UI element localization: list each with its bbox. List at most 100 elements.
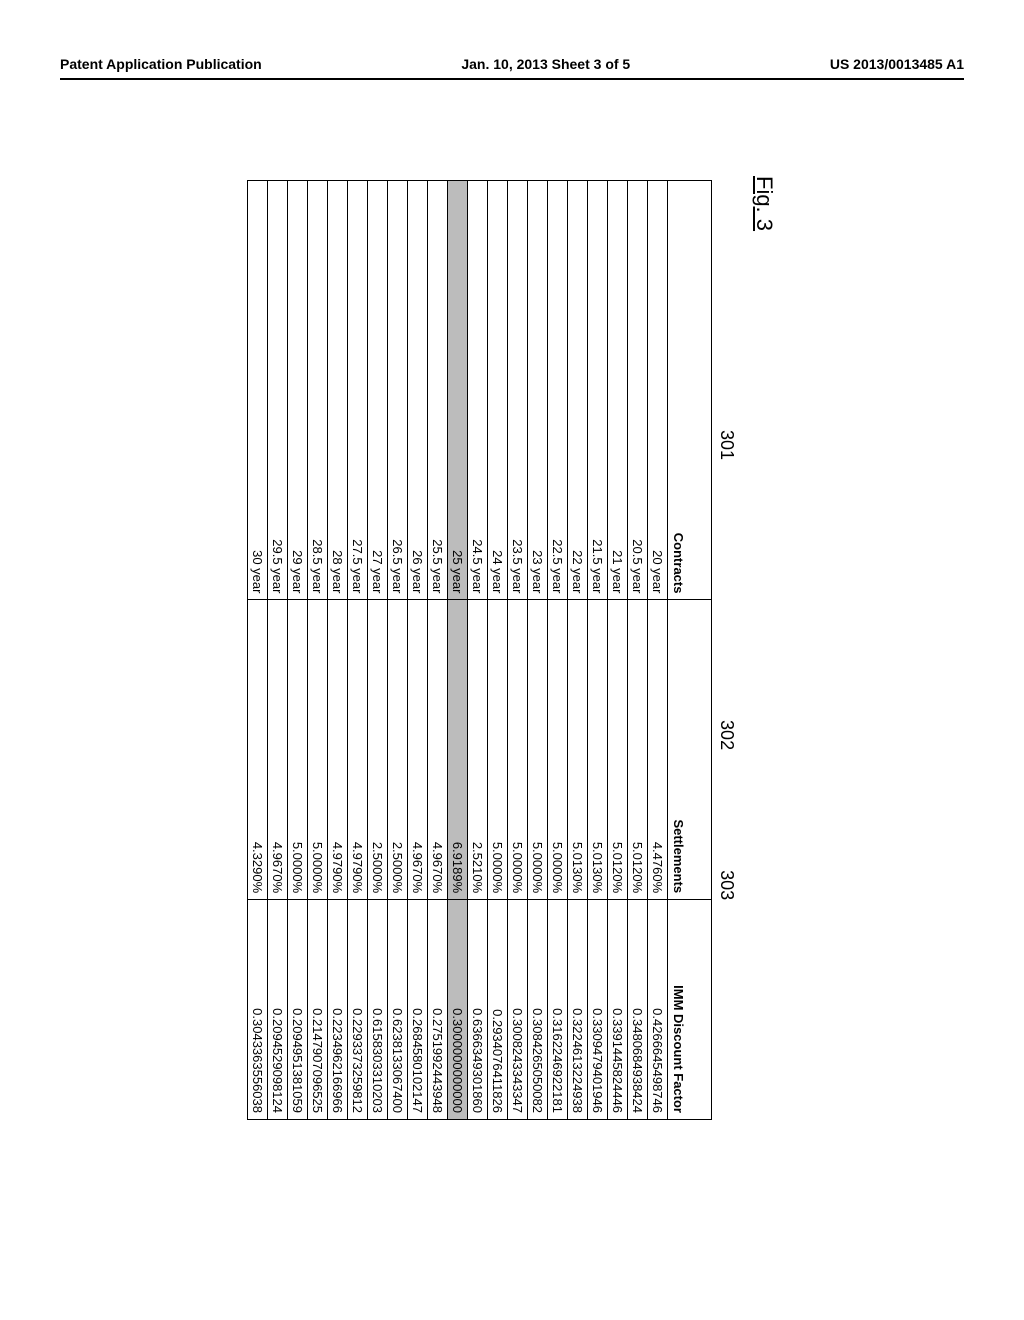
cell-imm: 0.6366349301860 <box>468 900 488 1120</box>
table-row: 27 year2.5000%0.6158303310203 <box>368 181 388 1120</box>
table-row: 21.5 year5.0130%0.3309479401946 <box>588 181 608 1120</box>
page-header: Patent Application Publication Jan. 10, … <box>0 56 1024 72</box>
table-row: 20.5 year5.0120%0.3480684938424 <box>628 181 648 1120</box>
cell-imm: 0.3008243343347 <box>508 900 528 1120</box>
cell-contracts: 23.5 year <box>508 181 528 600</box>
table-header-row: Contracts Settlements IMM Discount Facto… <box>668 181 712 1120</box>
ref-imm: 303 <box>716 870 737 900</box>
cell-imm: 0.3391445824446 <box>608 900 628 1120</box>
table-row: 28.5 year5.0000%0.2147907096525 <box>308 181 328 1120</box>
cell-settlements: 5.0130% <box>588 600 608 900</box>
cell-imm: 0.6158303310203 <box>368 900 388 1120</box>
table-row: 24 year5.0000%0.2934076411826 <box>488 181 508 1120</box>
cell-imm: 0.3000000000000 <box>448 900 468 1120</box>
ref-contracts: 301 <box>716 430 737 460</box>
cell-imm: 0.3309479401946 <box>588 900 608 1120</box>
cell-contracts: 28.5 year <box>308 181 328 600</box>
cell-imm: 0.2094951381059 <box>288 900 308 1120</box>
cell-imm: 0.3224613224938 <box>568 900 588 1120</box>
cell-imm: 0.3084265050082 <box>528 900 548 1120</box>
header-left: Patent Application Publication <box>60 56 262 72</box>
cell-contracts: 22 year <box>568 181 588 600</box>
table-row: 29.5 year4.9670%0.2094529098124 <box>268 181 288 1120</box>
table-row: 22.5 year5.0000%0.3162246922181 <box>548 181 568 1120</box>
cell-imm: 0.2234962166966 <box>328 900 348 1120</box>
cell-settlements: 4.3290% <box>248 600 268 900</box>
cell-settlements: 6.9189% <box>448 600 468 900</box>
cell-settlements: 4.9670% <box>408 600 428 900</box>
cell-settlements: 5.0000% <box>308 600 328 900</box>
cell-imm: 0.2094529098124 <box>268 900 288 1120</box>
cell-settlements: 5.0120% <box>608 600 628 900</box>
cell-imm: 0.3043363556038 <box>248 900 268 1120</box>
cell-contracts: 27.5 year <box>348 181 368 600</box>
cell-contracts: 26.5 year <box>388 181 408 600</box>
table-row: 27.5 year4.9790%0.2293373259812 <box>348 181 368 1120</box>
table-row: 25.5 year4.9670%0.2751992443948 <box>428 181 448 1120</box>
col-header-contracts: Contracts <box>668 181 712 600</box>
cell-contracts: 24.5 year <box>468 181 488 600</box>
cell-contracts: 30 year <box>248 181 268 600</box>
cell-imm: 0.2751992443948 <box>428 900 448 1120</box>
header-right: US 2013/0013485 A1 <box>830 56 964 72</box>
cell-contracts: 29.5 year <box>268 181 288 600</box>
cell-contracts: 26 year <box>408 181 428 600</box>
col-header-settlements: Settlements <box>668 600 712 900</box>
cell-contracts: 23 year <box>528 181 548 600</box>
cell-settlements: 5.0000% <box>508 600 528 900</box>
cell-settlements: 5.0000% <box>488 600 508 900</box>
table-row: 25 year6.9189%0.3000000000000 <box>448 181 468 1120</box>
cell-contracts: 28 year <box>328 181 348 600</box>
cell-settlements: 5.0130% <box>568 600 588 900</box>
cell-contracts: 22.5 year <box>548 181 568 600</box>
table-row: 26 year4.9670%0.2684580102147 <box>408 181 428 1120</box>
cell-settlements: 4.9670% <box>268 600 288 900</box>
cell-settlements: 2.5000% <box>368 600 388 900</box>
cell-contracts: 27 year <box>368 181 388 600</box>
table-row: 29 year5.0000%0.2094951381059 <box>288 181 308 1120</box>
cell-settlements: 2.5210% <box>468 600 488 900</box>
header-divider <box>60 78 964 80</box>
col-header-imm: IMM Discount Factor <box>668 900 712 1120</box>
cell-settlements: 4.9670% <box>428 600 448 900</box>
cell-imm: 0.4266645498746 <box>648 900 668 1120</box>
cell-settlements: 4.4760% <box>648 600 668 900</box>
cell-contracts: 20.5 year <box>628 181 648 600</box>
cell-imm: 0.3480684938424 <box>628 900 648 1120</box>
rotated-figure: Fig. 3 301 302 303 Contracts Settlements… <box>247 170 777 1150</box>
cell-settlements: 5.0120% <box>628 600 648 900</box>
cell-contracts: 21 year <box>608 181 628 600</box>
reference-numbers: 301 302 303 <box>716 170 737 1150</box>
cell-imm: 0.6238133067400 <box>388 900 408 1120</box>
cell-settlements: 4.9790% <box>328 600 348 900</box>
table-row: 23 year5.0000%0.3084265050082 <box>528 181 548 1120</box>
cell-imm: 0.3162246922181 <box>548 900 568 1120</box>
cell-settlements: 2.5000% <box>388 600 408 900</box>
cell-settlements: 5.0000% <box>528 600 548 900</box>
table-row: 30 year4.3290%0.3043363556038 <box>248 181 268 1120</box>
cell-imm: 0.2147907096525 <box>308 900 328 1120</box>
ref-settlements: 302 <box>716 720 737 750</box>
table-row: 22 year5.0130%0.3224613224938 <box>568 181 588 1120</box>
cell-contracts: 29 year <box>288 181 308 600</box>
cell-settlements: 5.0000% <box>548 600 568 900</box>
table-row: 20 year4.4760%0.4266645498746 <box>648 181 668 1120</box>
table-row: 26.5 year2.5000%0.6238133067400 <box>388 181 408 1120</box>
table-row: 28 year4.9790%0.2234962166966 <box>328 181 348 1120</box>
cell-contracts: 21.5 year <box>588 181 608 600</box>
cell-settlements: 4.9790% <box>348 600 368 900</box>
table-row: 21 year5.0120%0.3391445824446 <box>608 181 628 1120</box>
cell-imm: 0.2684580102147 <box>408 900 428 1120</box>
cell-imm: 0.2934076411826 <box>488 900 508 1120</box>
cell-contracts: 20 year <box>648 181 668 600</box>
cell-contracts: 24 year <box>488 181 508 600</box>
figure-label: Fig. 3 <box>751 176 777 1150</box>
header-center: Jan. 10, 2013 Sheet 3 of 5 <box>461 56 630 72</box>
cell-contracts: 25.5 year <box>428 181 448 600</box>
table-row: 23.5 year5.0000%0.3008243343347 <box>508 181 528 1120</box>
cell-settlements: 5.0000% <box>288 600 308 900</box>
data-table: Contracts Settlements IMM Discount Facto… <box>247 180 712 1120</box>
cell-imm: 0.2293373259812 <box>348 900 368 1120</box>
cell-contracts: 25 year <box>448 181 468 600</box>
table-row: 24.5 year2.5210%0.6366349301860 <box>468 181 488 1120</box>
